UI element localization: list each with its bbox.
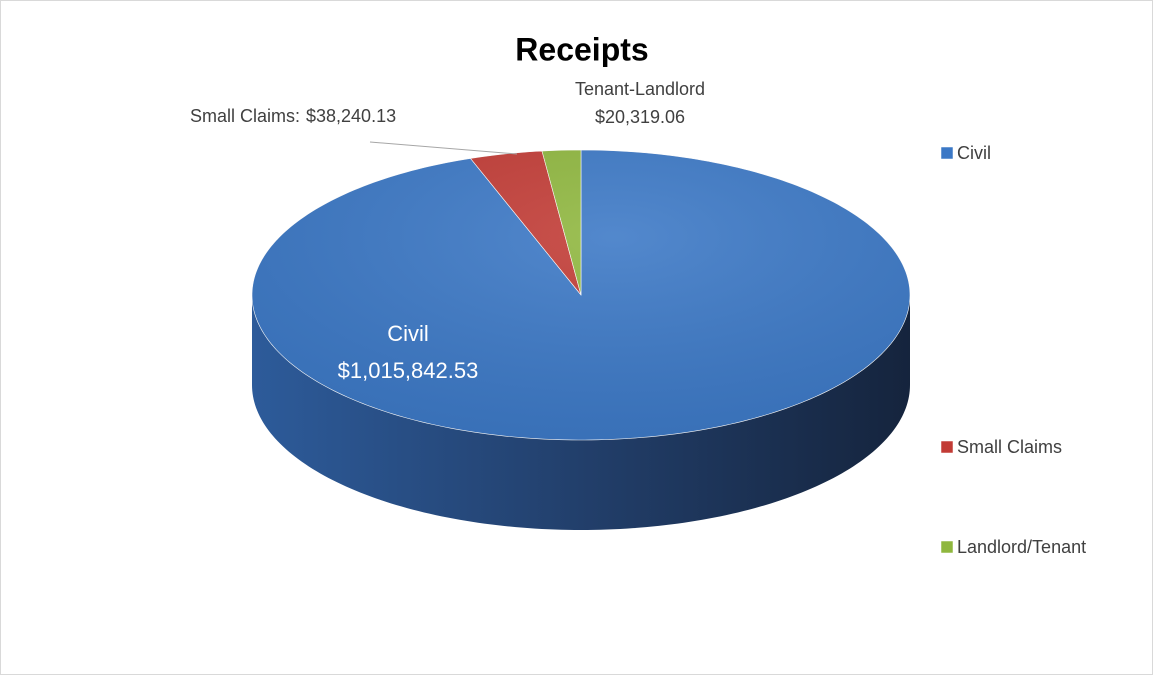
data-label: $38,240.13	[306, 106, 396, 126]
data-label-name: Small Claims:	[190, 106, 300, 126]
legend-swatch	[940, 440, 954, 454]
legend-label: Landlord/Tenant	[957, 537, 1086, 557]
legend-label: Small Claims	[957, 437, 1062, 457]
data-label: $20,319.06	[595, 107, 685, 127]
legend-swatch	[940, 540, 954, 554]
chart-title: Receipts	[515, 31, 648, 67]
data-label-name: Tenant-Landlord	[575, 79, 705, 99]
legend-label: Civil	[957, 143, 991, 163]
data-label-name: Civil	[387, 321, 429, 346]
leader-line	[369, 141, 518, 155]
legend-swatch	[940, 146, 954, 160]
top-shade	[252, 150, 910, 440]
slice-side	[252, 295, 910, 530]
data-label: $1,015,842.53	[338, 358, 479, 383]
